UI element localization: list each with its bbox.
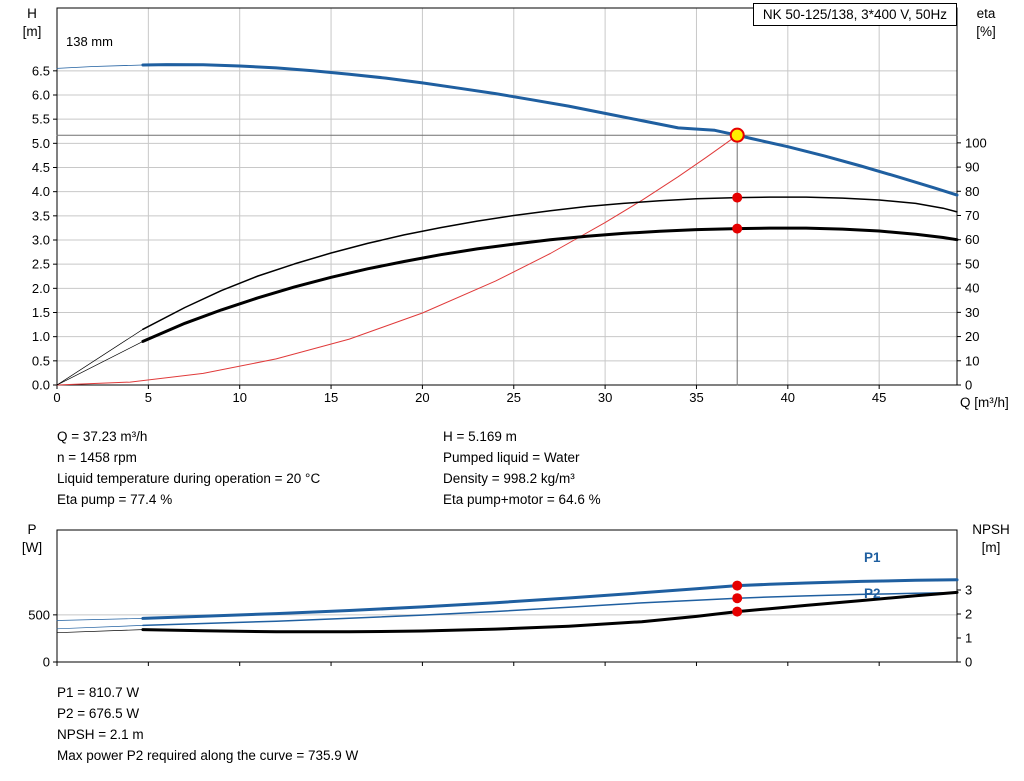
p1-curve <box>141 578 959 620</box>
y-left-tick-label: 1.0 <box>32 329 50 344</box>
y-right-tick-label: 30 <box>965 305 979 320</box>
pump-curve-extension <box>56 64 144 69</box>
x-tick-label: 45 <box>872 390 886 405</box>
p2-extension <box>56 625 144 630</box>
x-tick-label: 0 <box>53 390 60 405</box>
y-right-tick-label: 80 <box>965 184 979 199</box>
y-right-tick-label: 0 <box>965 378 972 393</box>
p-axis-title-line2: [W] <box>21 540 43 555</box>
duty-point-marker <box>729 127 745 143</box>
y-right-tick-label: 10 <box>965 353 979 368</box>
y-right-tick-label: 0 <box>965 655 972 670</box>
x-tick-label: 5 <box>145 390 152 405</box>
y-left-tick-label: 6.0 <box>32 88 50 103</box>
eta-pump-curve <box>142 196 958 331</box>
results-block: P1 = 810.7 W P2 = 676.5 W NPSH = 2.1 m M… <box>57 682 358 766</box>
result-max-power: Max power P2 required along the curve = … <box>57 748 359 763</box>
power-npsh-chart: 0 500 0 1 2 3 <box>28 529 972 670</box>
y-left-tick-label: 5.5 <box>32 112 50 127</box>
y-right-tick-label: 70 <box>965 208 979 223</box>
result-npsh: NPSH = 2.1 m <box>57 727 144 742</box>
x-tick-label: 25 <box>507 390 521 405</box>
pump-curve-138mm <box>141 63 959 197</box>
eta-pump-duty-dot <box>732 192 743 203</box>
p-axis-title: P [W] <box>11 521 53 557</box>
y-right-tick-label: 20 <box>965 329 979 344</box>
eta-pump-extension <box>56 328 144 386</box>
npsh-curve <box>141 590 959 634</box>
y-right-tick-label: 40 <box>965 281 979 296</box>
duty-info-right-column: H = 5.169 m Pumped liquid = Water Densit… <box>443 426 601 510</box>
system-curve <box>56 134 738 386</box>
eta-pump-motor-extension <box>56 341 144 386</box>
info-speed: n = 1458 rpm <box>57 450 137 465</box>
y-left-tick-label: 6.5 <box>32 63 50 78</box>
npsh-duty-dot <box>732 606 743 617</box>
h-axis-title-line1: H <box>27 6 37 21</box>
y-left-tick-label: 0.0 <box>32 378 50 393</box>
qh-eta-chart: 0 5 10 15 20 25 30 35 40 45 0.0 0.5 1.0 1.5 2.0 2.5 3.0 3… <box>32 7 987 405</box>
p-axis-title-line1: P <box>27 522 37 537</box>
p1-duty-dot <box>732 580 743 591</box>
y-left-tick-label: 3.0 <box>32 233 50 248</box>
chart-title-box: NK 50-125/138, 3*400 V, 50Hz <box>752 3 957 26</box>
y-left-tick-label: 5.0 <box>32 136 50 151</box>
eta-axis-title-line2: [%] <box>976 24 996 39</box>
x-tick-label: 20 <box>415 390 429 405</box>
info-density: Density = 998.2 kg/m³ <box>443 471 575 486</box>
info-q: Q = 37.23 m³/h <box>57 429 148 444</box>
npsh-axis-title: NPSH [m] <box>962 521 1020 557</box>
y-right-tick-label: 1 <box>965 631 972 646</box>
h-axis-title: H [m] <box>11 5 53 41</box>
info-pumped-liquid: Pumped liquid = Water <box>443 450 580 465</box>
info-liquid-temperature: Liquid temperature during operation = 20… <box>57 471 321 486</box>
impeller-size-label: 138 mm <box>64 34 115 49</box>
y-left-tick-label: 2.0 <box>32 281 50 296</box>
y-right-tick-label: 60 <box>965 232 979 247</box>
y-left-tick-label: 0.5 <box>32 353 50 368</box>
eta-pump-motor-duty-dot <box>732 223 743 234</box>
x-tick-label: 15 <box>324 390 338 405</box>
y-left-tick-label: 3.5 <box>32 208 50 223</box>
npsh-axis-title-line2: [m] <box>981 540 1001 555</box>
y-right-tick-label: 50 <box>965 256 979 271</box>
p1-curve-label: P1 <box>864 550 881 565</box>
info-eta-pump-motor: Eta pump+motor = 64.6 % <box>443 492 601 507</box>
y-left-tick-label: 2.5 <box>32 257 50 272</box>
y-left-tick-label: 500 <box>28 607 50 622</box>
eta-pump-motor-curve <box>141 226 959 343</box>
p2-curve-label: P2 <box>864 586 881 601</box>
result-p2: P2 = 676.5 W <box>57 706 140 721</box>
p2-curve <box>142 591 958 627</box>
y-right-tick-label: 2 <box>965 607 972 622</box>
y-left-tick-label: 4.0 <box>32 184 50 199</box>
x-tick-label: 10 <box>232 390 246 405</box>
y-left-tick-label: 1.5 <box>32 305 50 320</box>
x-tick-label: 35 <box>689 390 703 405</box>
y-left-tick-label: 0 <box>43 655 50 670</box>
result-p1: P1 = 810.7 W <box>57 685 140 700</box>
y-right-tick-label: 90 <box>965 160 979 175</box>
npsh-extension <box>56 629 144 634</box>
eta-axis-title: eta [%] <box>964 5 1008 41</box>
info-eta-pump: Eta pump = 77.4 % <box>57 492 173 507</box>
y-left-tick-label: 4.5 <box>32 160 50 175</box>
eta-axis-title-line1: eta <box>976 6 996 21</box>
y-right-tick-label: 3 <box>965 583 972 598</box>
duty-info-left-column: Q = 37.23 m³/h n = 1458 rpm Liquid tempe… <box>57 426 320 510</box>
p2-duty-dot <box>732 593 743 604</box>
npsh-axis-title-line1: NPSH <box>972 522 1010 537</box>
x-tick-label: 30 <box>598 390 612 405</box>
p1-extension <box>56 618 144 621</box>
y-right-tick-label: 100 <box>965 135 987 150</box>
q-axis-unit-label: Q [m³/h] <box>960 395 1009 410</box>
info-h: H = 5.169 m <box>443 429 517 444</box>
x-tick-label: 40 <box>781 390 795 405</box>
h-axis-title-line2: [m] <box>22 24 42 39</box>
